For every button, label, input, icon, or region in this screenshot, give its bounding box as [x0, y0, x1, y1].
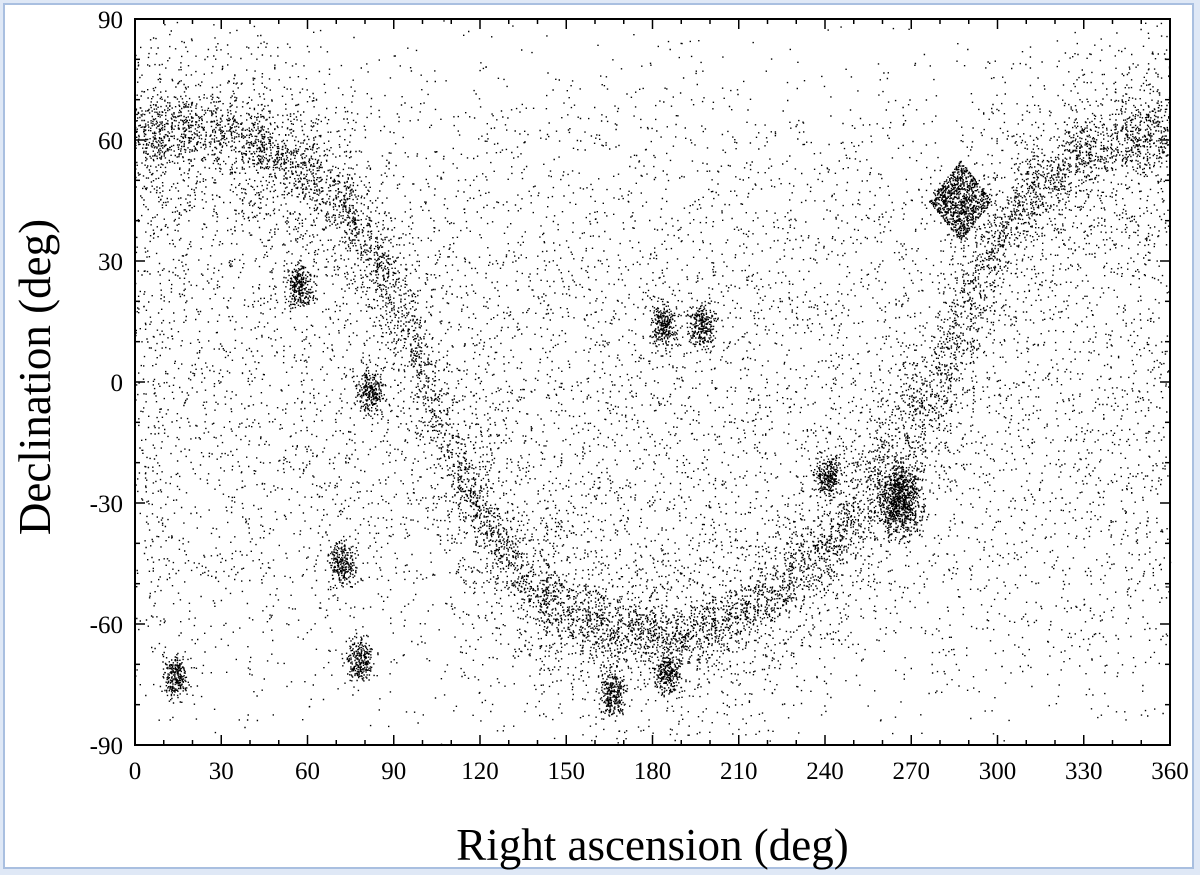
x-tick-label: 90	[381, 758, 406, 785]
figure-panel: 0 30 60 90 120 150 180 210 240 270 300 330 360 -90 -60…	[3, 3, 1194, 870]
x-tick-label: 120	[461, 758, 499, 785]
x-tick-label: 330	[1065, 758, 1103, 785]
y-tick-label: 0	[111, 370, 124, 397]
x-tick-label: 210	[720, 758, 758, 785]
y-axis-title: Declination (deg)	[10, 219, 60, 535]
scatter-points	[135, 20, 1172, 745]
x-tick-label: 270	[893, 758, 931, 785]
y-tick-label: -60	[90, 612, 123, 639]
axis-ticks	[134, 18, 1171, 746]
x-tick-label: 30	[209, 758, 234, 785]
y-tick-label: 60	[98, 128, 123, 155]
scatter-chart: 0 30 60 90 120 150 180 210 240 270 300 330 360-90-60…	[10, 7, 1189, 870]
x-tick-label: 360	[1151, 758, 1189, 785]
y-tick-label: -30	[90, 491, 123, 518]
x-tick-label: 150	[548, 758, 586, 785]
x-tick-label: 0	[129, 758, 142, 785]
y-tick-label: 30	[98, 249, 123, 276]
y-tick-label: -90	[90, 733, 123, 760]
x-tick-label: 240	[806, 758, 844, 785]
x-tick-label: 300	[979, 758, 1017, 785]
x-axis-title: Right ascension (deg)	[456, 820, 848, 870]
y-tick-label: 90	[98, 7, 123, 34]
x-tick-label: 180	[634, 758, 672, 785]
x-tick-label: 60	[295, 758, 320, 785]
